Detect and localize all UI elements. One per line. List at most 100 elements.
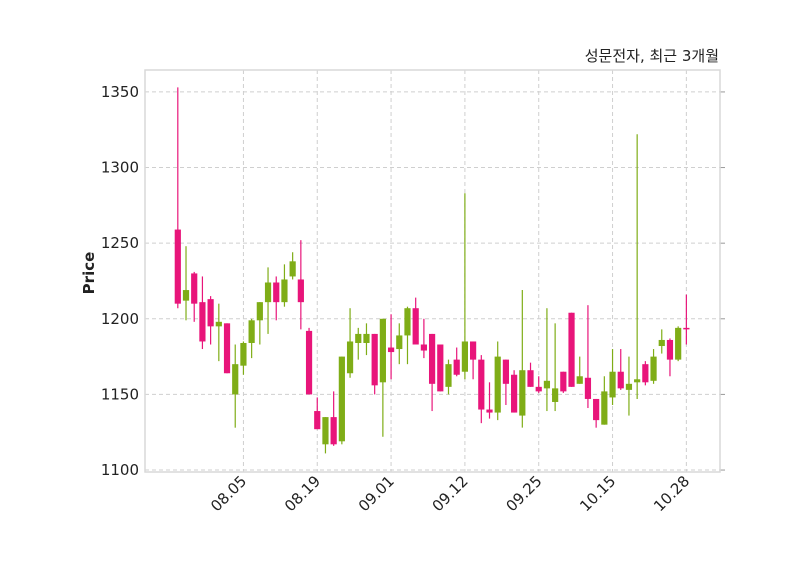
candle-down <box>593 398 600 428</box>
candle-body <box>584 377 592 399</box>
candle-down <box>428 333 436 412</box>
candle-up <box>650 349 657 384</box>
candle-up <box>379 318 386 437</box>
candles <box>174 87 690 454</box>
candle-body <box>666 339 674 360</box>
candle-body <box>601 391 608 425</box>
candle-down <box>371 333 378 395</box>
candle-body <box>625 383 633 390</box>
candle-down <box>502 359 510 405</box>
candle-down <box>478 355 485 424</box>
candle-up <box>289 252 296 280</box>
chart-title: 성문전자, 최근 3개월 <box>584 47 719 65</box>
y-tick-label: 1300 <box>101 159 139 177</box>
candle-up <box>609 349 616 405</box>
candle-body <box>305 330 313 395</box>
candle-body <box>658 339 665 347</box>
candle-body <box>461 341 469 372</box>
candle-down <box>223 323 231 374</box>
candle-up <box>404 306 411 365</box>
candle-up <box>264 267 272 334</box>
candle-body <box>297 279 304 303</box>
candle-body <box>338 356 345 442</box>
candle-down <box>527 362 534 387</box>
candle-up <box>445 359 452 395</box>
candle-body <box>453 359 460 375</box>
plot-frame <box>144 69 721 473</box>
candle-body <box>560 371 567 392</box>
candle-body <box>494 356 501 413</box>
candle-down <box>412 297 419 345</box>
candle-body <box>182 290 190 301</box>
candle-down <box>199 276 206 350</box>
candle-up <box>240 341 247 375</box>
candle-down <box>642 361 649 386</box>
candle-body <box>478 359 485 410</box>
candle-up <box>215 303 222 362</box>
candle-body <box>355 333 362 343</box>
candle-down <box>511 370 518 413</box>
candle-down <box>560 371 567 393</box>
candle-down <box>387 314 395 380</box>
candle-down <box>453 347 460 377</box>
candle-down <box>273 276 280 321</box>
candle-body <box>511 374 518 413</box>
candle-body <box>223 323 231 374</box>
candle-body <box>330 417 337 445</box>
candle-body <box>256 302 263 321</box>
candle-body <box>215 321 222 327</box>
candle-body <box>412 308 419 345</box>
candle-body <box>593 398 600 421</box>
candle-body <box>617 371 624 389</box>
candle-up <box>248 318 255 359</box>
candle-down <box>683 294 690 345</box>
candle-down <box>470 341 477 380</box>
candle-body <box>527 370 534 387</box>
candle-body <box>232 364 239 395</box>
candle-up <box>281 264 288 307</box>
candle-body <box>609 371 616 398</box>
candle-body <box>314 411 321 430</box>
candle-up <box>552 323 559 412</box>
candle-up <box>396 323 403 365</box>
candle-up <box>519 290 526 428</box>
candle-body <box>519 370 526 416</box>
candle-body <box>191 273 198 304</box>
y-tick-label: 1350 <box>101 83 139 101</box>
candle-up <box>338 356 345 445</box>
candle-body <box>322 417 329 445</box>
candle-up <box>355 327 362 360</box>
candle-up <box>576 356 583 384</box>
candle-body <box>568 312 575 387</box>
candle-down <box>297 240 304 330</box>
candle-up <box>625 356 633 416</box>
candle-body <box>420 344 427 351</box>
candle-down <box>174 87 181 309</box>
candle-down <box>568 312 575 387</box>
candle-up <box>601 376 608 425</box>
x-tick-label: 09.01 <box>355 472 398 515</box>
y-tick-label: 1100 <box>101 461 139 479</box>
candle-body <box>199 302 206 342</box>
y-tick-label: 1200 <box>101 310 139 328</box>
candle-down <box>305 327 313 395</box>
candle-down <box>535 376 542 393</box>
x-tick-labels: 08.05 08.19 09.01 09.12 09.25 10.15 10.28 <box>207 472 693 515</box>
candle-body <box>346 341 354 374</box>
x-tick-label: 09.12 <box>429 472 472 515</box>
y-axis-label: Price <box>80 252 98 295</box>
candle-body <box>683 327 690 330</box>
candle-up <box>256 302 263 345</box>
candle-body <box>207 299 214 327</box>
candle-up <box>494 341 501 421</box>
candle-up <box>182 246 190 321</box>
candle-up <box>658 329 665 354</box>
candle-down <box>617 349 624 390</box>
candle-body <box>289 261 296 277</box>
candle-body <box>502 359 510 384</box>
candle-body <box>470 341 477 360</box>
candle-body <box>543 380 551 389</box>
candle-body <box>634 379 641 383</box>
candle-up <box>363 323 370 356</box>
